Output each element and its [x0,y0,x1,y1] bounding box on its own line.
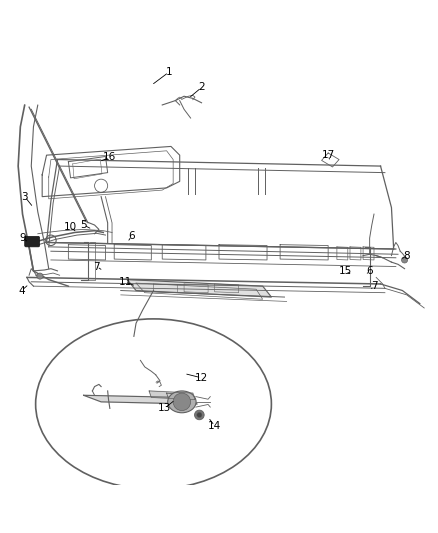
Text: 6: 6 [128,231,135,241]
Text: 12: 12 [195,373,208,383]
Circle shape [173,393,191,410]
Text: 9: 9 [19,233,26,243]
Circle shape [197,413,202,417]
Polygon shape [166,393,191,402]
Polygon shape [149,391,195,400]
Text: 6: 6 [366,266,373,276]
Text: 17: 17 [321,150,335,160]
Text: 8: 8 [403,251,410,261]
FancyBboxPatch shape [25,236,39,247]
Text: 14: 14 [208,421,221,431]
Text: 1: 1 [166,67,172,77]
Circle shape [402,257,408,263]
Text: 5: 5 [80,220,87,230]
Circle shape [194,410,204,420]
Text: 16: 16 [103,152,117,163]
Text: 2: 2 [198,83,205,93]
Polygon shape [84,395,197,404]
Text: 3: 3 [21,192,28,201]
Circle shape [37,273,43,279]
Text: 7: 7 [93,262,100,271]
Text: 10: 10 [64,222,77,232]
Text: 15: 15 [339,266,352,276]
Text: 13: 13 [158,403,171,414]
Text: 7: 7 [371,281,377,291]
Ellipse shape [168,391,196,413]
Polygon shape [127,280,272,297]
Text: 4: 4 [18,286,25,295]
Text: 11: 11 [119,277,132,287]
